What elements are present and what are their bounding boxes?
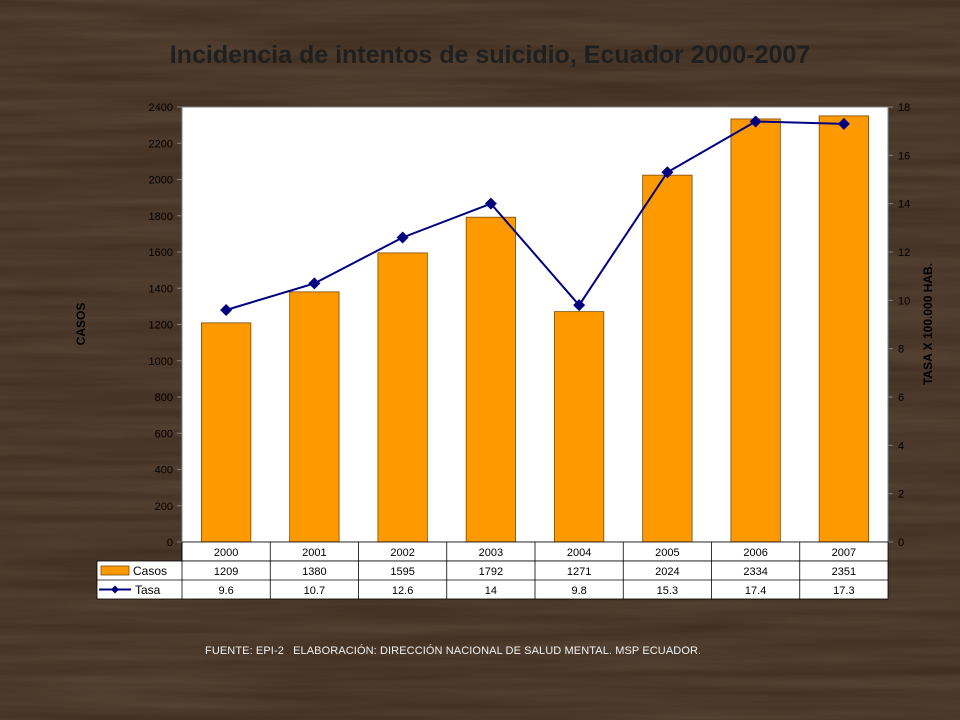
- chart-title: Incidencia de intentos de suicidio, Ecua…: [169, 41, 811, 69]
- y2-tick-label: 18: [898, 102, 910, 114]
- y-tick-label: 2200: [149, 138, 173, 150]
- line-value-label: 17.4: [745, 585, 766, 597]
- bar-value-label: 1595: [390, 566, 414, 578]
- y2-tick-label: 0: [898, 537, 904, 549]
- y-tick-label: 800: [155, 392, 173, 404]
- y2-tick-label: 8: [898, 344, 904, 356]
- line-marker: [573, 299, 586, 312]
- line-value-label: 9.8: [571, 585, 586, 597]
- y2-tick-label: 4: [898, 440, 904, 452]
- bar: [642, 174, 693, 543]
- y-tick-label: 200: [155, 501, 173, 513]
- bar: [465, 216, 516, 543]
- y-tick-label: 0: [167, 537, 173, 549]
- line-marker: [484, 197, 497, 210]
- bar: [818, 115, 869, 543]
- line-value-label: 14: [485, 585, 497, 597]
- line-value-label: 12.6: [392, 585, 413, 597]
- line-marker: [308, 277, 321, 290]
- y-tick-label: 1800: [149, 211, 173, 223]
- y-tick-label: 2000: [149, 175, 173, 187]
- bar-value-label: 2334: [743, 566, 767, 578]
- y-tick-label: 1400: [149, 283, 173, 295]
- category-label: 2003: [479, 547, 503, 559]
- category-label: 2001: [302, 547, 326, 559]
- bar: [377, 252, 428, 543]
- legend-bar-label: Casos: [133, 564, 167, 578]
- y2-tick-label: 16: [898, 150, 910, 162]
- y-tick-label: 2400: [149, 102, 173, 114]
- category-label: 2005: [655, 547, 679, 559]
- category-label: 2004: [567, 547, 591, 559]
- y2-tick-label: 6: [898, 392, 904, 404]
- bar: [289, 291, 340, 543]
- line-value-label: 17.3: [833, 585, 854, 597]
- y-tick-label: 600: [155, 428, 173, 440]
- y2-tick-label: 10: [898, 295, 910, 307]
- bar: [554, 311, 605, 543]
- legend-bar-swatch: [100, 565, 130, 576]
- source-fuente: FUENTE: EPI-2: [205, 645, 284, 657]
- line-marker: [837, 117, 850, 130]
- line-marker: [396, 231, 409, 244]
- bar: [730, 118, 781, 543]
- line-value-label: 15.3: [657, 585, 678, 597]
- bar-value-label: 2351: [832, 566, 856, 578]
- category-label: 2002: [390, 547, 414, 559]
- y2-axis-title: TASA X 100.000 HAB.: [921, 263, 935, 385]
- line-marker: [220, 304, 233, 316]
- bar-value-label: 2024: [655, 566, 679, 578]
- legend-line-label: Tasa: [135, 583, 161, 597]
- y2-tick-label: 14: [898, 199, 910, 211]
- y-tick-label: 1200: [149, 320, 173, 332]
- bar-value-label: 1209: [214, 566, 238, 578]
- y-tick-label: 1000: [149, 356, 173, 368]
- y-tick-label: 1600: [149, 247, 173, 259]
- plot-area: [181, 106, 889, 543]
- line-marker: [661, 166, 674, 179]
- line-value-label: 10.7: [304, 585, 325, 597]
- category-label: 2007: [832, 547, 856, 559]
- category-label: 2000: [214, 547, 238, 559]
- y-tick-label: 400: [155, 465, 173, 477]
- category-label: 2006: [743, 547, 767, 559]
- y-axis-title: CASOS: [74, 303, 88, 346]
- y2-tick-label: 12: [898, 247, 910, 259]
- bar-value-label: 1271: [567, 566, 591, 578]
- y2-tick-label: 2: [898, 489, 904, 501]
- legend-line-marker: [111, 585, 119, 594]
- source-elaboracion: ELABORACIÓN: DIRECCIÓN NACIONAL DE SALUD…: [293, 645, 702, 657]
- line-marker: [749, 115, 762, 128]
- line-series: [225, 120, 844, 311]
- source-note: FUENTE: EPI-2 ELABORACIÓN: DIRECCIÓN NAC…: [205, 645, 707, 657]
- bar-value-label: 1792: [479, 566, 503, 578]
- line-value-label: 9.6: [218, 585, 233, 597]
- bar-value-label: 1380: [302, 566, 326, 578]
- bar: [201, 322, 252, 543]
